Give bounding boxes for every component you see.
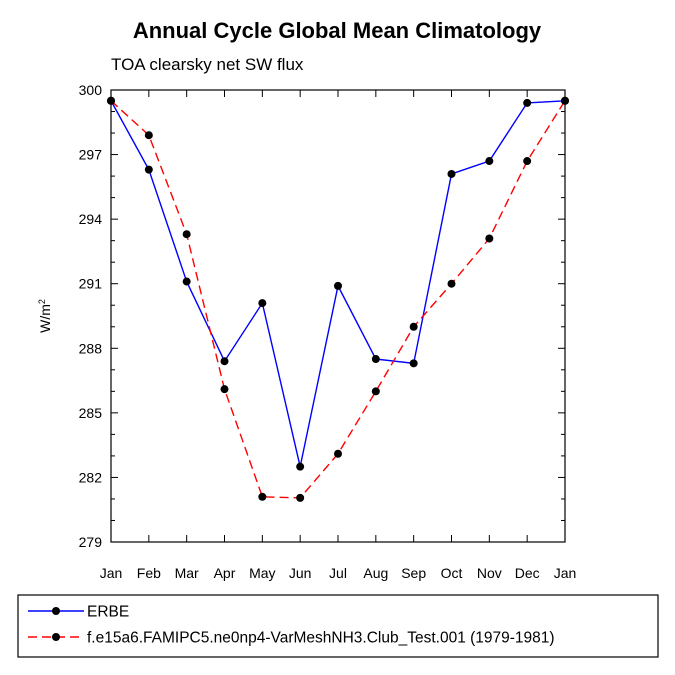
- x-tick-label: May: [249, 565, 275, 581]
- y-axis-label: W/m2: [37, 299, 53, 333]
- data-point: [447, 169, 456, 178]
- axis-ticks: 279 282 285 288 291 294 297 300 Jan Feb Mar Apr May J…: [79, 82, 577, 581]
- legend-swatch-marker: [52, 607, 60, 615]
- series-0: [107, 96, 569, 471]
- data-point: [182, 230, 191, 239]
- y-tick-label: 300: [79, 82, 103, 98]
- legend-label: f.e15a6.FAMIPC5.ne0np4-VarMeshNH3.Club_T…: [87, 630, 555, 647]
- data-point: [258, 299, 267, 308]
- data-point: [485, 234, 494, 243]
- x-tick-label: Jun: [289, 565, 312, 581]
- series-1: [107, 96, 569, 502]
- chart-title: Annual Cycle Global Mean Climatology: [133, 18, 542, 43]
- y-tick-label: 294: [79, 211, 103, 227]
- legend-box: [17, 594, 659, 658]
- series-line: [110, 100, 566, 499]
- x-tick-label: Jul: [329, 565, 347, 581]
- data-point: [334, 281, 342, 290]
- data-point: [258, 492, 267, 501]
- plot-frame: [110, 89, 566, 543]
- data-point: [220, 385, 229, 394]
- y-axis-label-exponent: 2: [37, 299, 47, 304]
- x-tick-label: Jan: [100, 565, 123, 581]
- y-tick-label: 291: [79, 276, 103, 292]
- data-point: [182, 277, 191, 286]
- x-tick-label: Apr: [214, 565, 236, 581]
- data-point: [523, 98, 532, 107]
- x-tick-label: Feb: [137, 565, 161, 581]
- series-layer: [107, 96, 569, 502]
- data-point: [334, 449, 342, 458]
- data-point: [296, 493, 305, 502]
- x-tick-label: Oct: [441, 565, 463, 581]
- data-point: [523, 157, 532, 166]
- legend: ERBE f.e15a6.FAMIPC5.ne0np4-VarMeshNH3.Cl…: [17, 594, 659, 658]
- x-tick-label: Nov: [477, 565, 502, 581]
- data-point: [144, 165, 153, 174]
- legend-swatch-marker: [52, 633, 60, 641]
- y-tick-label: 297: [79, 147, 103, 163]
- data-point: [371, 355, 380, 364]
- data-point: [220, 357, 229, 366]
- y-axis-label-unit: W/m: [37, 304, 53, 333]
- legend-label: ERBE: [87, 604, 129, 621]
- data-point: [296, 462, 305, 471]
- data-point: [409, 359, 418, 368]
- data-point: [447, 279, 456, 288]
- data-point: [409, 322, 418, 331]
- x-tick-label: Dec: [515, 565, 540, 581]
- data-point: [144, 131, 153, 140]
- x-tick-label: Aug: [363, 565, 388, 581]
- y-tick-label: 279: [79, 534, 103, 550]
- chart-subtitle: TOA clearsky net SW flux: [111, 55, 304, 74]
- data-point: [561, 96, 569, 105]
- x-tick-label: Sep: [401, 565, 426, 581]
- y-tick-label: 285: [79, 405, 103, 421]
- y-tick-label: 288: [79, 340, 103, 356]
- data-point: [371, 387, 380, 396]
- x-tick-label: Jan: [554, 565, 577, 581]
- data-point: [485, 157, 494, 166]
- data-point: [107, 96, 115, 105]
- y-tick-label: 282: [79, 469, 103, 485]
- x-tick-label: Mar: [175, 565, 199, 581]
